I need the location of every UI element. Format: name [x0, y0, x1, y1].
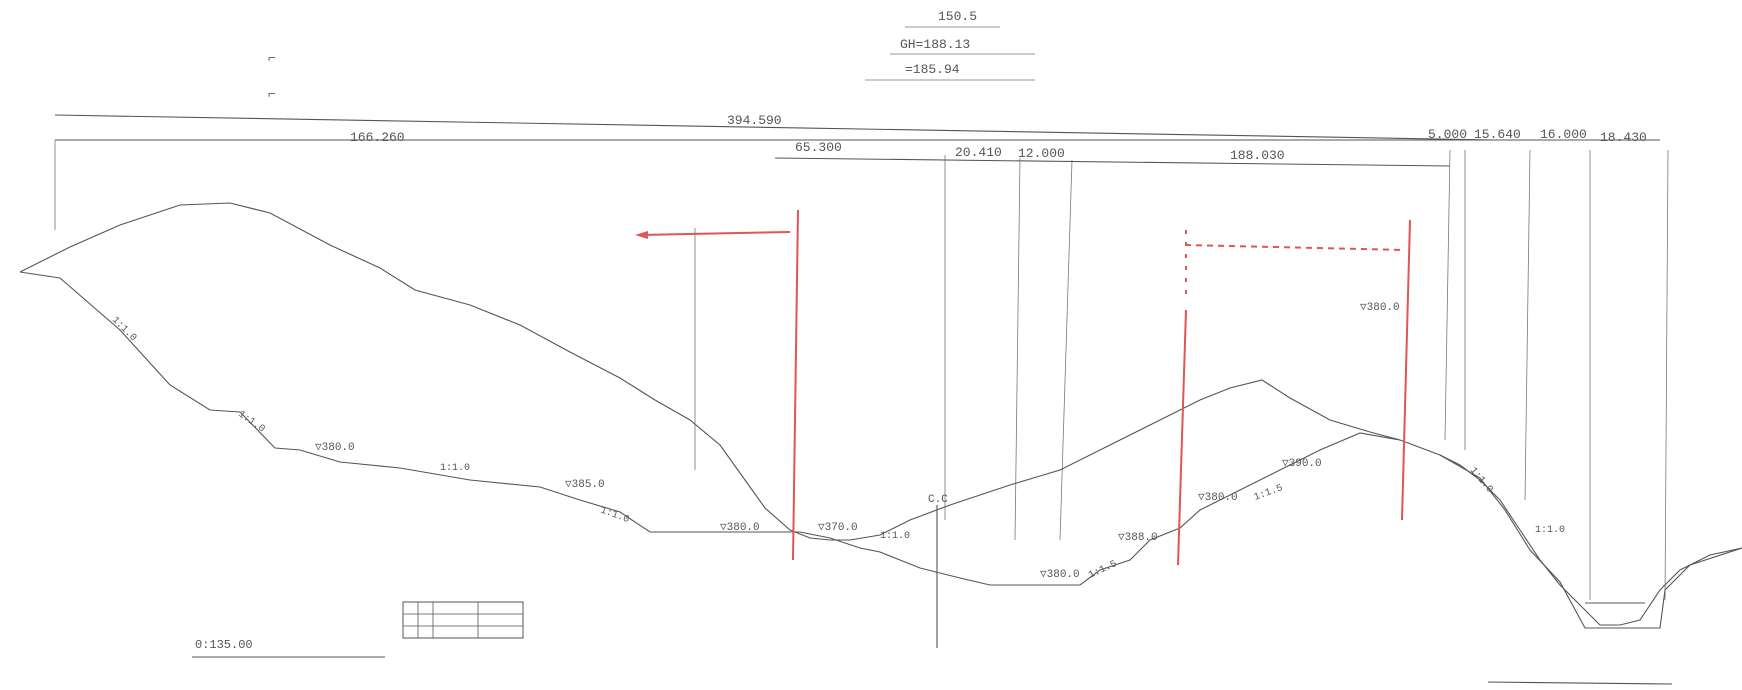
slope-8: 1:1.0 — [1535, 525, 1565, 536]
red-marker-right — [1401, 219, 1411, 521]
slope-6: 1:1.5 — [1253, 483, 1285, 504]
title-table — [402, 601, 524, 639]
design-profile — [59, 277, 1401, 586]
dimension-line-third — [774, 157, 1451, 167]
elevation-1: ▽385.0 — [565, 479, 605, 491]
elevation-3: ▽370.0 — [818, 522, 858, 534]
reference-verticals — [54, 140, 1669, 601]
margin-mark-1: ⌐ — [268, 51, 276, 66]
dim-top-2: 15.640 — [1474, 127, 1521, 142]
red-dashed-line — [1184, 244, 1406, 251]
slope-7: 1:1.0 — [1467, 466, 1495, 496]
slope-5: 1:1.5 — [1087, 559, 1119, 582]
dimension-line-top — [54, 114, 1496, 141]
left-slope-cap — [19, 271, 61, 279]
dim-top-3: 16.000 — [1540, 127, 1587, 142]
elevation-7: ▽390.0 — [1282, 458, 1322, 470]
elevation-5: ▽380.0 — [1040, 569, 1080, 581]
bottom-right-line — [1487, 681, 1673, 685]
elevation-labels: ▽380.0 ▽385.0 ▽380.0 ▽370.0 ▽388.0 ▽380.… — [315, 302, 1400, 581]
right-channel — [1439, 454, 1742, 629]
slope-2: 1:1.0 — [440, 463, 470, 474]
dim-top-0: 394.590 — [727, 113, 782, 128]
slope-3: 1:1.0 — [599, 505, 631, 526]
dim-second-2: 20.410 — [955, 145, 1002, 160]
slope-0: 1:1.0 — [109, 315, 138, 344]
dim-second-4: 188.030 — [1230, 148, 1285, 163]
dim-second-1: 65.300 — [795, 140, 842, 155]
slope-1: 1:1.0 — [236, 409, 267, 435]
header-label-bot: =185.94 — [905, 62, 960, 77]
red-marker-left — [792, 209, 799, 561]
elevation-6: ▽380.0 — [1198, 492, 1238, 504]
slope-4: 1:1.0 — [880, 531, 910, 542]
elevation-2: ▽380.0 — [720, 522, 760, 534]
elevation-8: ▽380.0 — [1360, 302, 1400, 314]
header-label-mid: GH=188.13 — [900, 37, 970, 52]
dim-second-0: 166.260 — [350, 130, 405, 145]
header-label-top: 150.5 — [938, 9, 977, 24]
ground-profile — [19, 202, 1742, 626]
dim-second-3: 12.000 — [1018, 146, 1065, 161]
elevation-0: ▽380.0 — [315, 442, 355, 454]
dim-top-1: 5.000 — [1428, 127, 1467, 142]
dim-top-4: 18.430 — [1600, 130, 1647, 145]
margin-mark-2: ⌐ — [268, 87, 276, 102]
red-arrowhead — [635, 231, 648, 239]
centerline-label: C.C — [928, 494, 948, 506]
elevation-4: ▽388.0 — [1118, 532, 1158, 544]
scale-label: 0:135.00 — [195, 638, 253, 652]
red-marker-mid — [1177, 309, 1187, 566]
red-arrow-line — [639, 231, 791, 236]
